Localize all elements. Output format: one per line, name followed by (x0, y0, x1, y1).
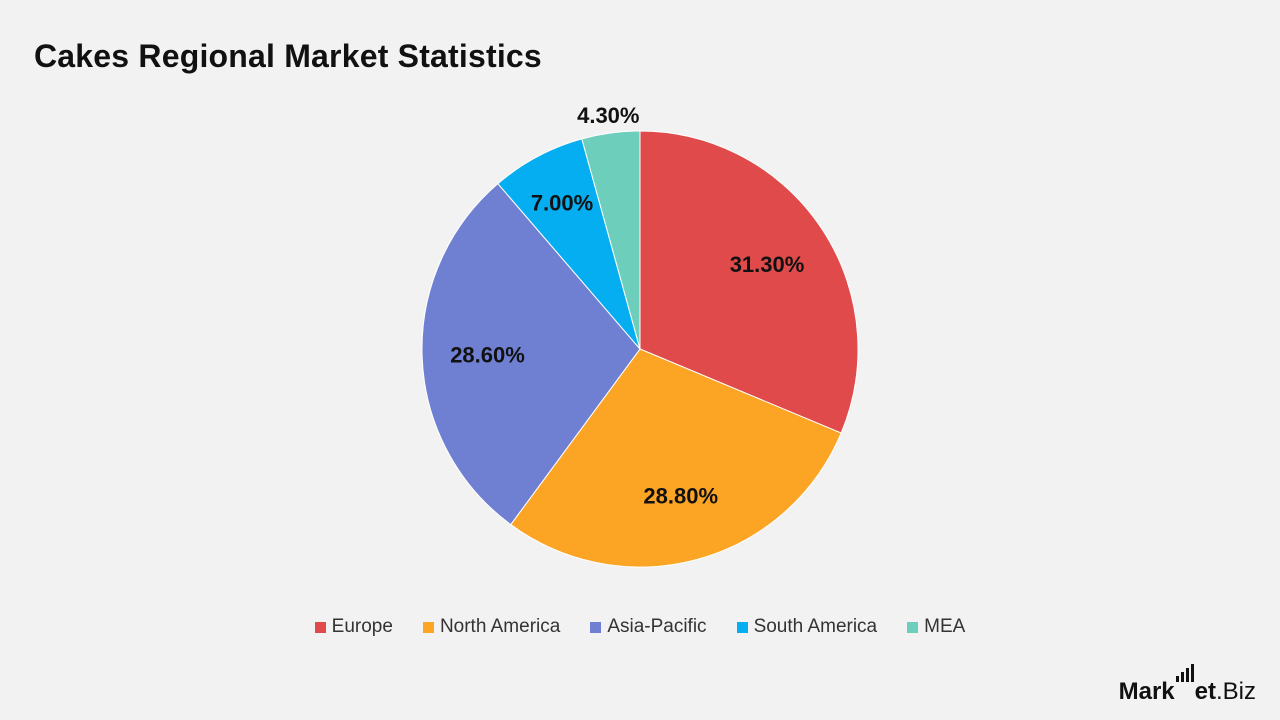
legend-swatch-asia-pacific (590, 621, 602, 633)
data-label-south-america: 7.00% (531, 190, 593, 215)
data-label-asia-pacific: 28.60% (450, 342, 525, 367)
data-label-north-america: 28.80% (643, 484, 718, 509)
brand-text-part3: .Biz (1215, 678, 1256, 705)
legend-swatch-north-america (422, 621, 434, 633)
pie-slice-north-america (510, 348, 842, 568)
legend-swatch-mea (907, 621, 919, 633)
legend-label-north-america: North America (439, 616, 561, 637)
brand-text-part1: Mark (1118, 678, 1175, 705)
brand-logo: Mark et .Biz (1119, 664, 1256, 706)
legend-item-south-america: South America (736, 616, 878, 638)
legend-label-asia-pacific: Asia-Pacific (607, 616, 707, 637)
legend-label-europe: Europe (331, 616, 393, 637)
legend-swatch-europe (314, 621, 326, 633)
pie-chart: 31.30% 28.80% 28.60% 7.00% 4.30% (421, 103, 859, 568)
legend-item-europe: Europe (314, 616, 393, 638)
legend-swatch-south-america (736, 621, 748, 633)
pie-slice-europe (639, 130, 859, 434)
chart-legend: Europe North America Asia-Pacific South Ame… (0, 616, 1280, 638)
legend-label-mea: MEA (924, 616, 966, 637)
data-label-europe: 31.30% (730, 252, 805, 277)
legend-item-asia-pacific: Asia-Pacific (590, 616, 707, 638)
legend-item-north-america: North America (422, 616, 561, 638)
brand-bars-icon (1175, 664, 1194, 682)
legend-label-south-america: South America (753, 616, 878, 637)
pie-slice-mea (581, 130, 641, 350)
chart-title: Cakes Regional Market Statistics (34, 38, 542, 74)
data-label-mea: 4.30% (577, 103, 639, 128)
brand-text-part2: et (1194, 678, 1216, 705)
pie-slice-asia-pacific (421, 182, 641, 526)
legend-item-mea: MEA (907, 616, 965, 638)
